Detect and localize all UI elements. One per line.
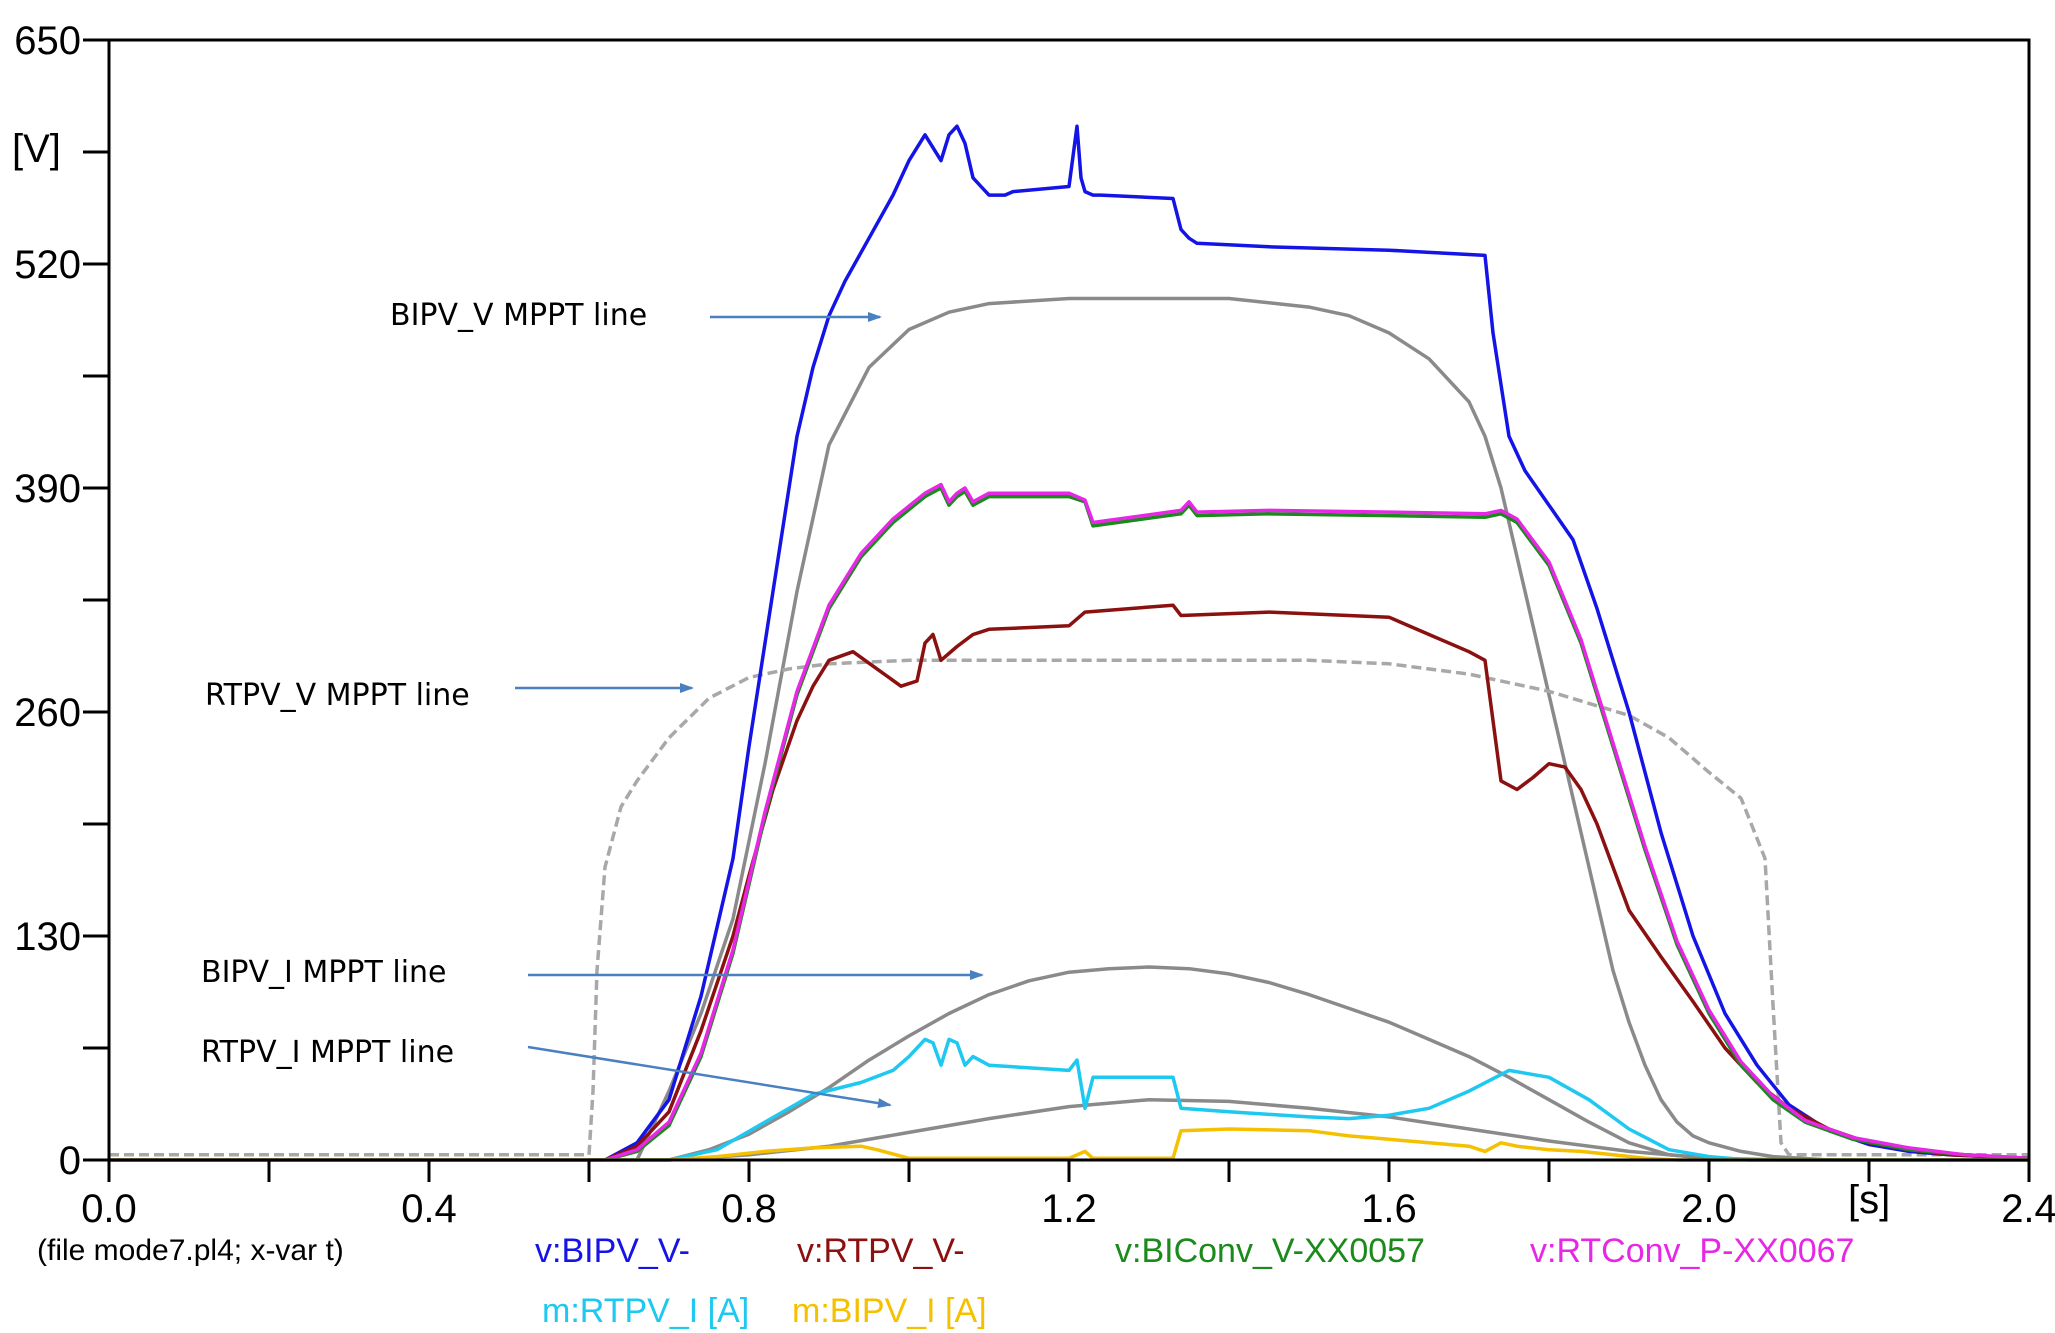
series-line-v-rtconv-p-xx0067 [109,482,2030,1162]
x-tick-label-4: 1.6 [1361,1187,1417,1231]
legend-item-rtpv-i: m:RTPV_I [A] [542,1292,749,1330]
legend-item-bipv-v: v:BIPV_V- [535,1232,690,1270]
x-tick-label-6: 2.4 [2001,1187,2055,1231]
y-tick-label-3: 390 [14,467,81,511]
annotation-arrow-rtpv-i [527,1045,892,1109]
x-tick-label-2: 0.8 [721,1187,777,1231]
x-tick-label-5: 2.0 [1681,1187,1737,1231]
y-tick-label-1: 130 [14,915,81,959]
annotation-bipv-v-mppt: BIPV_V MPPT line [390,298,647,333]
legend: v:BIPV_V- v:RTPV_V- v:BIConv_V-XX0057 v:… [535,1232,1854,1330]
legend-item-rtpv-v: v:RTPV_V- [797,1232,965,1270]
annotation-rtpv-i-mppt: RTPV_I MPPT line [201,1035,454,1070]
series-line-v-bipv-v [109,124,2030,1162]
legend-item-bipv-i: m:BIPV_I [A] [792,1292,987,1330]
series-line-bipv-i-mppt-line [109,965,2029,1162]
y-tick-label-5: 650 [14,19,81,63]
x-tick-label-0: 0.0 [81,1187,137,1231]
tick-layer: 0 130 260 390 520 650 0.0 0.4 0.8 1.2 1.6 2.0 2.4 [14,19,2055,1231]
annotation-bipv-i-mppt: BIPV_I MPPT line [201,955,447,990]
series-line-bipv-v-mppt-line [109,296,2029,1162]
x-tick-label-1: 0.4 [401,1187,457,1231]
series-line-m-rtpv-i-a [109,1037,2029,1162]
x-unit-label: [s] [1848,1178,1890,1222]
series-line-v-rtpv-v [109,603,2030,1162]
file-label: (file mode7.pl4; x-var t) [37,1234,344,1267]
annotations: BIPV_V MPPT line RTPV_V MPPT line BIPV_I… [201,298,984,1109]
series-layer [109,124,2030,1162]
series-line-rtpv-v-mppt-line [109,658,2029,1157]
y-tick-label-0: 0 [59,1139,81,1183]
y-tick-label-2: 260 [14,691,81,735]
annotation-rtpv-v-mppt: RTPV_V MPPT line [205,678,470,713]
y-tick-label-4: 520 [14,243,81,287]
legend-item-rtconv-p: v:RTConv_P-XX0067 [1530,1232,1854,1270]
y-unit-label: [V] [12,127,61,171]
legend-item-biconv-v: v:BIConv_V-XX0057 [1115,1232,1425,1270]
x-tick-label-3: 1.2 [1041,1187,1097,1231]
series-line-m-bipv-i-a [109,1127,2029,1162]
